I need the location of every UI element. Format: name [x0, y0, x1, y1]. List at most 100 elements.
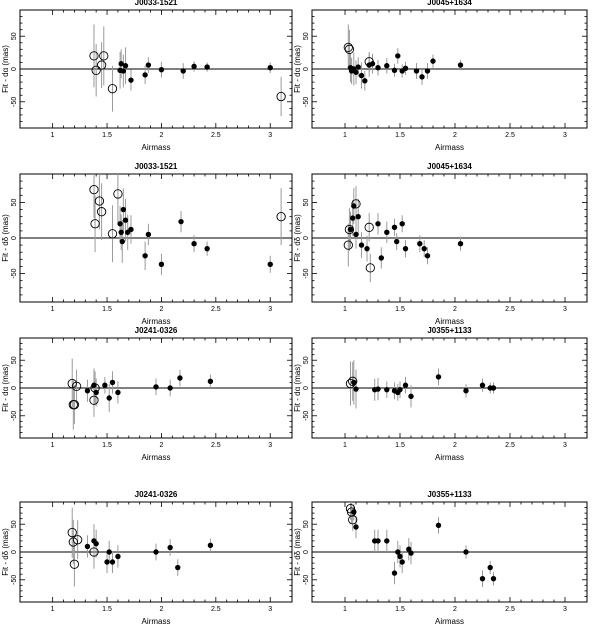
x-tick-label: 1: [51, 606, 55, 613]
data-point-filled: [463, 549, 469, 555]
x-tick-label: 1.5: [395, 132, 405, 139]
panel-title: J0355+1133: [427, 490, 472, 499]
data-point-filled: [118, 61, 124, 67]
x-tick-label: 3: [268, 442, 272, 449]
x-tick-label: 3: [563, 132, 567, 139]
data-point-open: [276, 212, 286, 222]
y-tick-label: 50: [303, 356, 310, 364]
data-point-filled: [158, 66, 165, 73]
x-tick-label: 1: [51, 306, 55, 313]
data-point-open: [99, 51, 109, 61]
data-point-filled: [358, 242, 365, 248]
data-point-filled: [402, 245, 409, 252]
panel-5: J0241-0326 1 1.5 2 2.5 3 50 0 -50 Airmass Fit - dα…: [1, 326, 293, 462]
data-point-filled: [413, 68, 420, 74]
y-tick-label: -50: [303, 97, 310, 107]
data-point-filled: [353, 524, 359, 530]
data-point-filled: [395, 549, 401, 555]
x-tick-label: 2: [453, 132, 457, 139]
y-tick-label: 50: [11, 356, 18, 364]
y-tick-label: -50: [11, 97, 18, 107]
y-tick-label: 50: [303, 198, 310, 206]
data-point-filled: [122, 63, 129, 69]
data-point-open: [107, 84, 118, 94]
data-point-filled: [353, 69, 359, 75]
data-point-filled: [267, 64, 273, 71]
data-point-filled: [142, 72, 148, 78]
x-axis-label: Airmass: [435, 143, 464, 152]
data-point-open: [344, 224, 355, 235]
data-point-filled: [397, 386, 403, 393]
data-point-filled: [384, 386, 390, 393]
data-point-open: [69, 559, 80, 569]
data-point-filled: [391, 224, 398, 231]
data-point-filled: [204, 64, 210, 70]
data-point-open: [364, 222, 374, 232]
x-tick-label: 2.5: [505, 606, 515, 613]
y-tick-label: 0: [303, 550, 310, 554]
panel-2: J0045+1634 1 1.5 2 2.5 3 50 0 -50 Airmass Fit - dα…: [293, 0, 588, 152]
data-point-filled: [167, 385, 173, 391]
panel-title: J0033-1521: [135, 0, 178, 7]
data-point-open: [67, 527, 77, 538]
data-point-filled: [424, 253, 431, 259]
data-point-filled: [384, 229, 390, 236]
x-tick-label: 1.5: [395, 606, 405, 613]
data-point-filled: [479, 382, 486, 388]
data-point-open: [73, 535, 83, 545]
data-point-filled: [408, 550, 414, 556]
data-point-filled: [397, 553, 403, 560]
x-tick-label: 2: [159, 132, 163, 139]
data-point-filled: [122, 217, 129, 223]
x-tick-label: 1: [343, 606, 347, 613]
data-point-filled: [167, 544, 173, 551]
data-point-filled: [106, 549, 112, 555]
data-point-filled: [118, 229, 124, 236]
data-point-filled: [384, 63, 390, 69]
data-point-filled: [402, 382, 409, 388]
panel-title: J0033-1521: [135, 162, 178, 171]
panel-title: J0045+1634: [427, 162, 472, 171]
data-point-filled: [175, 564, 181, 571]
x-tick-label: 3: [268, 132, 272, 139]
data-point-filled: [355, 213, 361, 220]
data-point-filled: [267, 261, 273, 268]
data-point-filled: [364, 245, 370, 252]
data-point-filled: [419, 74, 425, 80]
data-point-filled: [421, 245, 427, 252]
data-point-open: [89, 395, 99, 405]
data-point-filled: [109, 379, 116, 386]
data-point-filled: [117, 221, 123, 227]
data-point-open: [364, 57, 374, 67]
x-tick-label: 1: [51, 442, 55, 449]
data-point-filled: [399, 559, 405, 565]
data-point-filled: [104, 559, 110, 565]
data-point-filled: [178, 218, 184, 225]
x-tick-label: 1.5: [102, 132, 112, 139]
y-tick-label: -50: [303, 411, 310, 421]
y-axis-label: Fit - dδ (mas): [293, 528, 302, 576]
y-tick-label: -50: [11, 575, 18, 585]
y-axis-label: Fit - dα (mas): [1, 364, 10, 412]
data-point-filled: [394, 238, 400, 245]
x-tick-label: 1.5: [102, 306, 112, 313]
data-point-filled: [102, 382, 108, 388]
data-point-filled: [191, 240, 197, 247]
data-point-filled: [142, 253, 148, 259]
data-point-open: [113, 189, 123, 199]
y-tick-label: 0: [303, 386, 310, 390]
x-axis-label: Airmass: [142, 317, 171, 326]
data-point-filled: [145, 62, 152, 68]
y-tick-label: -50: [11, 411, 18, 421]
x-tick-label: 1: [343, 306, 347, 313]
data-point-filled: [408, 393, 414, 400]
y-tick-label: 50: [11, 520, 18, 528]
data-point-filled: [391, 67, 398, 74]
data-point-open: [68, 537, 78, 547]
data-point-filled: [479, 575, 486, 582]
y-axis-label: Fit - dδ (mas): [293, 214, 302, 262]
data-point-open: [71, 381, 82, 391]
panel-7: J0241-0326 1 1.5 2 2.5 3 50 0 -50 Airmass Fit - dδ…: [1, 490, 293, 626]
panel-title: J0045+1634: [427, 0, 472, 7]
data-point-filled: [435, 522, 442, 529]
